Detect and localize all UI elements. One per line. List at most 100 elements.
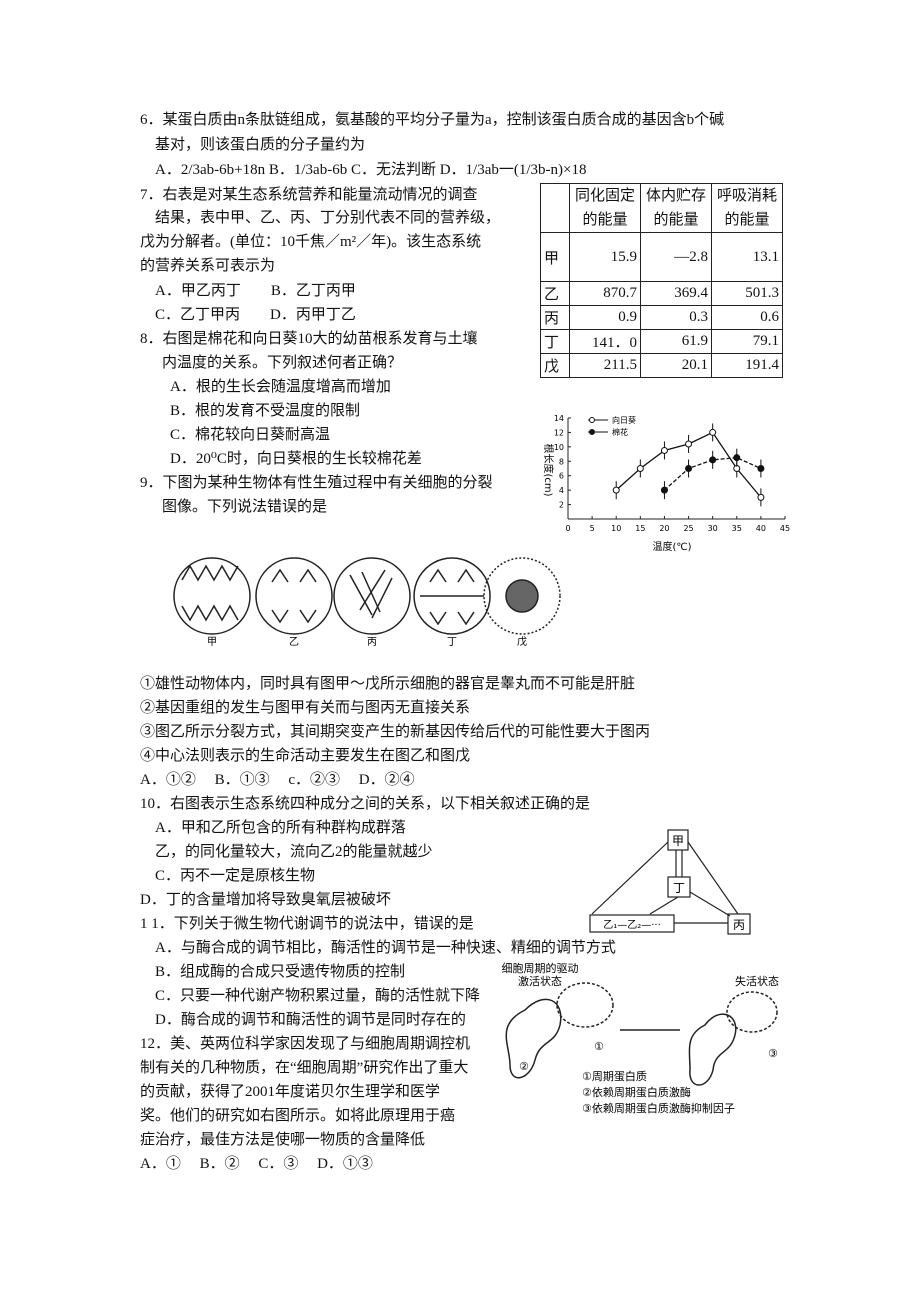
table-row-label: 戊 [540,353,570,378]
y-tick-label: 14 [554,414,564,423]
question-line: 结果，表中甲、乙、丙、丁分别代表不同的营养级， [155,210,501,226]
question-line: C．棉花较向日葵耐高温 [170,427,331,443]
question-line: ③图乙所示分裂方式，其间期突变产生的新基因传给后代的可能性要大于图丙 [140,724,651,740]
question-line: A．与酶合成的调节相比，酶活性的调节是一种快速、精细的调节方式 [155,940,616,956]
table-row: 丁 141．0 61.9 79.1 [540,329,783,354]
question-line: B．根的发育不受温度的限制 [170,403,361,419]
cycle-marker: ② [519,1060,529,1073]
question-line: ①雄性动物体内，同时具有图甲～戊所示细胞的器官是睾丸而不可能是肝脏 [140,676,636,692]
y-tick-label: 8 [559,457,564,466]
eco-node-label: 甲 [672,834,684,848]
question-line: ④中心法则表示的生命活动主要发生在图乙和图戊 [140,748,471,764]
cycle-marker: ① [594,1040,604,1053]
table-cell: 13.1 [711,232,783,282]
question-line: 12．美、英两位科学家因发现了与细胞周期调控机 [140,1036,471,1052]
table-cell: 0.6 [711,305,783,330]
question-line: 图像。下列说法错误的是 [162,499,328,515]
question-line: 症治疗，最佳方法是使哪一物质的含量降低 [140,1132,426,1148]
energy-table: 同化固定的能量 体内贮存的能量 呼吸消耗的能量甲 15.9 —2.8 13.1 乙 870.7… [540,183,783,378]
cycle-legend: ①周期蛋白质 [582,1069,647,1083]
point [685,465,693,472]
legend-label: 向日葵 [612,415,636,425]
question-line: A．根的生长会随温度增高而增加 [170,379,391,395]
question-line: 乙，的同化量较大，流向乙2的能量就越少 [155,844,433,860]
question-line: B．组成酶的合成只受遗传物质的控制 [155,964,406,980]
point [685,440,693,448]
table-cell: 15.9 [569,232,641,282]
question-line: D．丁的含量增加将导致臭氧层被破坏 [140,892,391,908]
table-corner [540,183,570,233]
x-tick-label: 5 [590,524,595,533]
question-line: D．20⁰C时，向日葵根的生长较棉花差 [170,451,422,467]
x-tick-label: 40 [756,524,766,533]
point [757,493,765,501]
y-tick-label: 4 [559,486,564,495]
y-tick-label: 2 [559,501,564,510]
question-line: 6．某蛋白质由n条肽链组成，氨基酸的平均分子量为a，控制该蛋白质合成的基因含b个… [140,112,725,128]
table-row: 丙 0.9 0.3 0.6 [540,305,783,330]
ecosystem-drawing [589,829,751,935]
y-tick-label: 10 [554,443,564,452]
x-tick-label: 20 [659,524,669,533]
point [636,465,644,472]
point [757,465,765,472]
question-line: 7．右表是对某生态系统营养和能量流动情况的调查 [140,187,478,203]
table-cell: 20.1 [640,353,712,378]
question-line: 内温度的关系。下列叙述何者正确？ [162,355,403,371]
question-line: 的营养关系可表示为 [140,258,276,274]
question-line: A．甲和乙所包含的所有种群构成群落 [155,820,406,836]
legend-marker [589,429,595,435]
point [733,454,741,462]
question-line: A．①② B．①③ c．②③ D．②④ [140,772,415,788]
table-row-label: 丁 [540,329,570,354]
x-tick-label: 15 [635,524,645,533]
y-tick-label: 12 [554,428,564,437]
x-axis-label: 温度(℃) [652,540,691,553]
point [709,428,717,436]
cycle-label: 激活状态 [518,974,562,988]
point [612,486,620,494]
point [660,446,668,454]
eco-node-label: 乙₁—乙₂—··· [603,919,661,931]
x-tick-label: 10 [611,524,621,533]
eco-node-label: 丙 [733,918,745,932]
question-line: 1 1．下列关于微生物代谢调节的说法中，错误的是 [140,916,474,932]
cycle-label: 细胞周期的驱动 [502,961,579,975]
table-cell: 211.5 [569,353,641,378]
table-cell: 191.4 [711,353,783,378]
question-line: A．甲乙丙丁 B．乙丁丙甲 [155,283,356,299]
question-line: D．酶合成的调节和酶活性的调节是同时存在的 [155,1012,466,1028]
question-line: 9．下图为某种生物体有性生殖过程中有关细胞的分裂 [140,475,493,491]
table-cell: 79.1 [711,329,783,354]
question-line: 的贡献，获得了2001年度诺贝尔生理学和医学 [140,1084,441,1100]
question-line: 基对，则该蛋白质的分子量约为 [155,137,366,153]
question-line: A．① B．② C．③ D．①③ [140,1156,373,1172]
table-cell: 870.7 [569,281,641,306]
question-line: 制有关的几种物质，在“细胞周期”研究作出了重大 [140,1060,469,1076]
x-tick-label: 0 [565,524,570,533]
table-cell: —2.8 [640,232,712,282]
eco-node-label: 丁 [673,881,685,895]
cycle-drawing [505,982,778,1086]
y-axis-label: 根长度(cm) [542,443,555,496]
point [709,456,717,464]
cell-label: 甲 [207,637,217,648]
table-row: 甲 15.9 —2.8 13.1 [540,232,783,282]
question-line: 10．右图表示生态系统四种成分之间的关系，以下相关叙述正确的是 [140,796,591,812]
cycle-marker: ③ [768,1047,778,1060]
question-line: 戊为分解者。(单位：10千焦／m²／年)。该生态系统 [140,234,482,250]
x-tick-label: 45 [780,524,790,533]
cell-label: 丙 [367,637,377,648]
cell-label: 戊 [517,636,527,648]
table-header: 呼吸消耗的能量 [711,183,783,233]
legend-label: 棉花 [612,427,628,437]
question-line: 8．右图是棉花和向日葵10大的幼苗根系发育与土壤 [140,331,478,347]
cell-label: 丁 [447,637,457,648]
x-tick-label: 35 [732,524,742,533]
cycle-label: 失活状态 [735,974,779,988]
table-row-label: 丙 [540,305,570,330]
table-row: 戊 211.5 20.1 191.4 [540,353,783,378]
question-line: C．丙不一定是原核生物 [155,868,316,884]
